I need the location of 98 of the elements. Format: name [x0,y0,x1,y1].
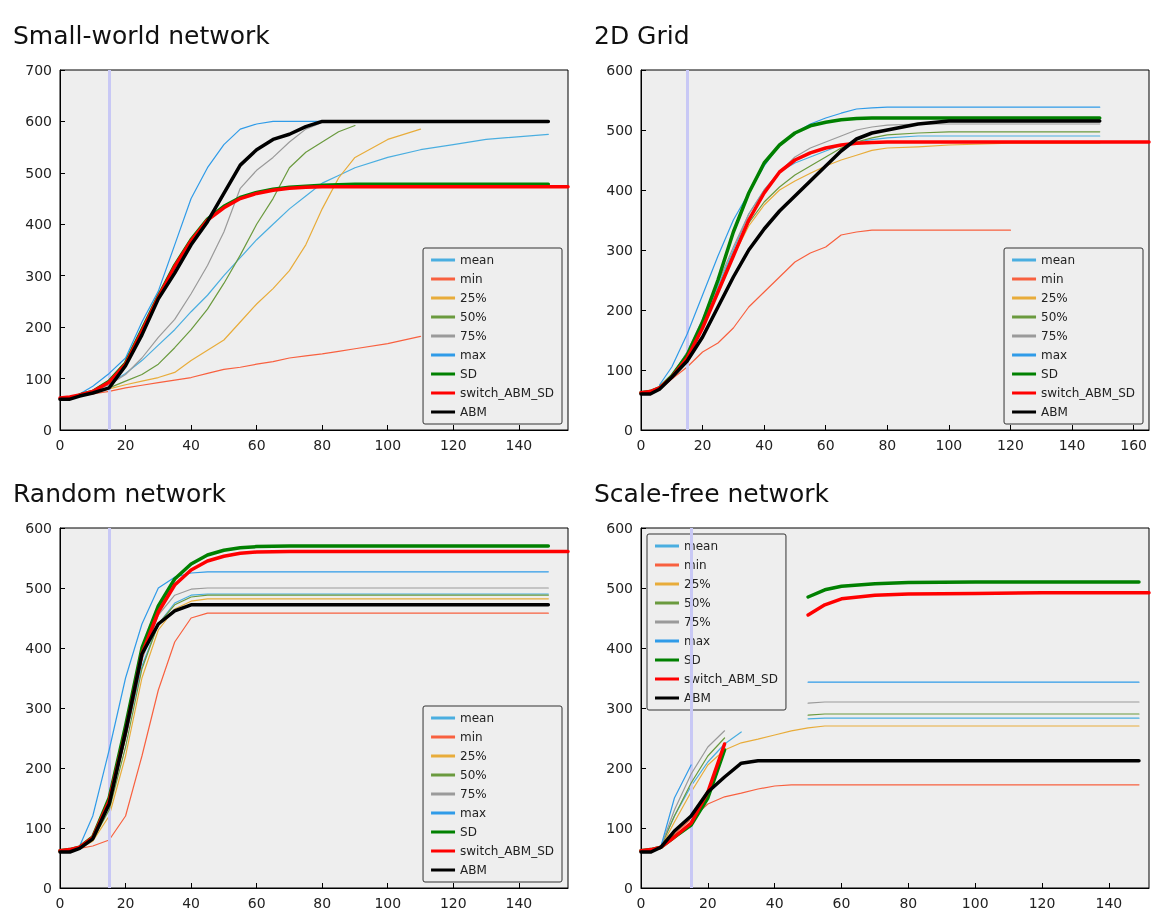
legend-label: 50% [1041,310,1068,324]
y-tick-label: 0 [624,422,633,438]
y-tick-label: 100 [606,820,633,836]
x-tick-label: 60 [816,437,835,453]
y-tick-label: 400 [606,640,633,656]
legend-label: 75% [684,615,711,629]
y-tick-label: 500 [606,580,633,596]
legend-label: ABM [1041,405,1068,419]
y-tick-label: 300 [25,700,52,716]
legend-label: 75% [460,787,487,801]
legend-label: ABM [460,405,487,419]
legend-label: 25% [1041,291,1068,305]
legend-label: 75% [1041,329,1068,343]
legend-label: min [1041,272,1064,286]
y-tick-label: 100 [606,362,633,378]
chart-title: Random network [13,479,227,508]
x-tick-label: 160 [1120,437,1147,453]
x-tick-label: 40 [765,895,784,911]
y-tick-label: 0 [624,880,633,896]
y-tick-label: 600 [25,520,52,536]
legend-label: switch_ABM_SD [460,844,555,858]
legend-label: 75% [460,329,487,343]
y-tick-label: 100 [25,370,52,387]
legend-label: min [460,730,483,744]
x-tick-label: 60 [832,895,851,911]
legend-label: max [460,348,487,362]
y-tick-label: 400 [25,640,52,656]
y-tick-label: 600 [606,520,633,536]
legend-label: max [1041,348,1068,362]
x-tick-label: 100 [935,437,963,453]
x-tick-label: 0 [55,437,65,453]
y-tick-label: 400 [606,182,633,198]
y-tick-label: 500 [25,580,52,596]
legend-label: min [460,272,483,286]
x-tick-label: 0 [636,895,646,911]
legend-label: mean [460,253,495,267]
legend-label: SD [460,367,477,381]
y-tick-label: 200 [606,760,633,776]
x-tick-label: 60 [247,437,266,453]
x-tick-label: 120 [997,437,1024,453]
x-tick-label: 20 [693,437,712,453]
y-tick-label: 600 [606,62,633,78]
legend-label: switch_ABM_SD [460,386,555,400]
y-tick-label: 200 [606,302,633,318]
legend-label: 50% [684,596,711,610]
legend-label: 25% [460,291,487,305]
legend-label: ABM [460,863,487,877]
y-tick-label: 0 [43,880,52,896]
x-tick-label: 0 [55,895,65,911]
x-tick-label: 20 [116,437,135,453]
y-tick-label: 0 [43,422,52,438]
y-tick-label: 300 [606,242,633,258]
legend-label: SD [1041,367,1058,381]
x-tick-label: 80 [313,895,332,911]
legend-label: mean [1041,253,1076,267]
x-tick-label: 100 [374,895,402,911]
x-tick-label: 100 [374,437,402,453]
legend-label: 50% [460,768,487,782]
x-tick-label: 20 [116,895,135,911]
legend-label: mean [684,539,719,553]
legend-label: 25% [684,577,711,591]
y-tick-label: 200 [25,319,52,336]
y-tick-label: 300 [606,700,633,716]
x-tick-label: 80 [899,895,918,911]
chart-title: 2D Grid [594,21,690,50]
x-tick-label: 120 [1028,895,1056,911]
x-tick-label: 120 [439,895,467,911]
legend-label: mean [460,711,495,725]
y-tick-label: 400 [25,216,52,233]
x-tick-label: 140 [1095,895,1123,911]
x-tick-label: 140 [505,895,533,911]
x-tick-label: 0 [636,437,646,453]
chart-title: Scale-free network [594,479,830,508]
x-tick-label: 140 [505,437,533,453]
legend-label: SD [460,825,477,839]
chart-title: Small-world network [13,21,271,50]
x-tick-label: 80 [313,437,332,453]
x-tick-label: 40 [755,437,774,453]
legend-label: 25% [460,749,487,763]
x-tick-label: 120 [439,437,467,453]
x-tick-label: 80 [878,437,897,453]
legend-label: switch_ABM_SD [1041,386,1136,400]
y-tick-label: 200 [25,760,52,776]
y-tick-label: 500 [25,164,52,181]
x-tick-label: 60 [247,895,266,911]
legend-label: max [460,806,487,820]
y-tick-label: 600 [25,113,52,130]
x-tick-label: 40 [182,895,201,911]
y-tick-label: 700 [25,62,52,78]
y-tick-label: 100 [25,820,52,836]
legend-label: 50% [460,310,487,324]
x-tick-label: 20 [698,895,717,911]
legend-label: switch_ABM_SD [684,672,778,686]
x-tick-label: 100 [961,895,989,911]
y-tick-label: 300 [25,267,52,284]
x-tick-label: 40 [182,437,201,453]
y-tick-label: 500 [606,122,633,138]
x-tick-label: 140 [1058,437,1086,453]
